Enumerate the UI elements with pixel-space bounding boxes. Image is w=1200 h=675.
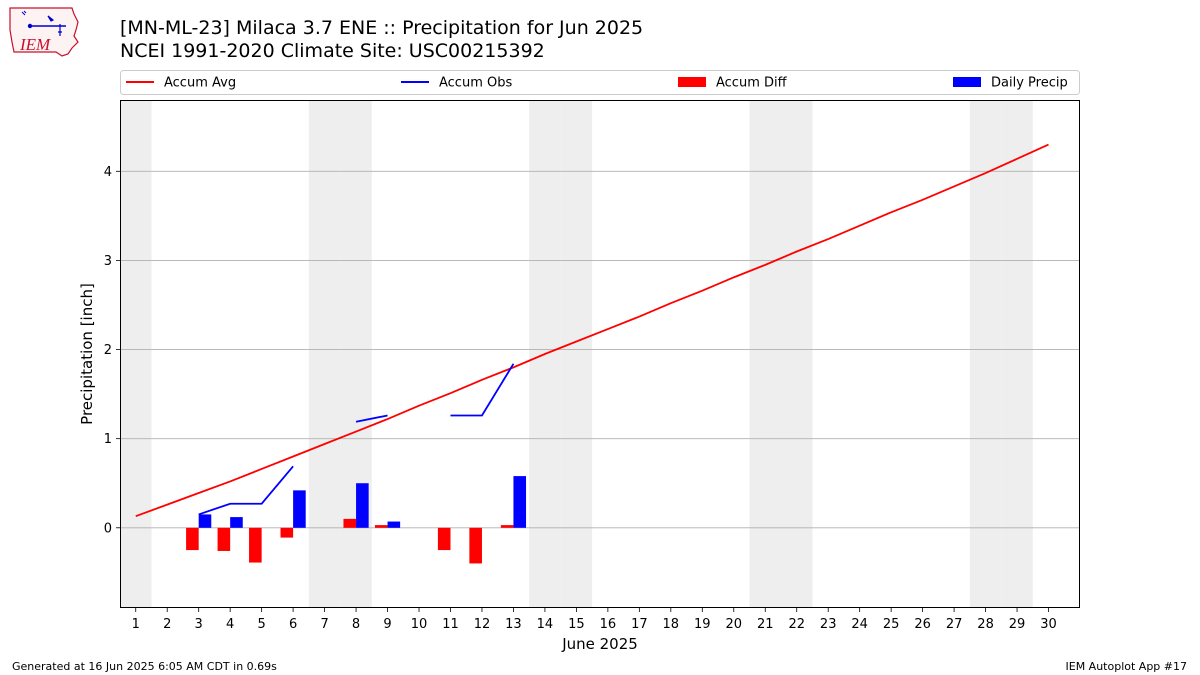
app-footer: IEM Autoplot App #17 xyxy=(1065,660,1188,673)
x-tick-label: 26 xyxy=(914,617,931,632)
x-tick-label: 19 xyxy=(694,617,711,632)
x-tick-label: 24 xyxy=(851,617,868,632)
x-tick-label: 8 xyxy=(352,617,360,632)
x-tick-label: 25 xyxy=(883,617,900,632)
legend-swatch-bar xyxy=(953,77,981,87)
accum-obs-line xyxy=(355,414,388,423)
x-tick-label: 7 xyxy=(320,617,328,632)
y-tick-label: 2 xyxy=(104,343,112,358)
y-tick-label: 1 xyxy=(104,432,112,447)
x-tick-label: 16 xyxy=(600,617,617,632)
x-tick-label: 18 xyxy=(663,617,680,632)
legend-box xyxy=(120,70,1080,95)
x-tick-label: 4 xyxy=(226,617,234,632)
daily-precip-bar xyxy=(198,514,212,528)
accum-diff-bar xyxy=(280,527,294,538)
x-tick-label: 15 xyxy=(568,617,585,632)
daily-precip-bar xyxy=(230,517,243,528)
x-tick-label: 3 xyxy=(195,617,203,632)
weekend-shade xyxy=(120,100,152,608)
weekend-shade xyxy=(780,100,813,608)
x-tick-label: 29 xyxy=(1009,617,1026,632)
weekend-shade xyxy=(308,100,341,608)
weekend-shade xyxy=(749,100,781,608)
accum-diff-bar xyxy=(217,527,231,551)
x-tick-label: 17 xyxy=(631,617,648,632)
x-tick-label: 23 xyxy=(820,617,837,632)
x-tick-label: 21 xyxy=(757,617,774,632)
weekend-shade xyxy=(969,100,1002,608)
legend-label: Accum Obs xyxy=(439,76,512,91)
x-axis-label: June 2025 xyxy=(561,635,638,653)
plot-frame xyxy=(120,100,1080,608)
accum-diff-bar xyxy=(437,527,451,551)
generated-footer: Generated at 16 Jun 2025 6:05 AM CDT in … xyxy=(12,660,277,673)
accum-diff-bar xyxy=(374,525,388,528)
y-tick-label: 4 xyxy=(104,165,112,180)
accum-diff-bar xyxy=(469,527,482,564)
x-tick-label: 13 xyxy=(505,617,522,632)
weekend-shade xyxy=(340,100,372,608)
x-tick-label: 1 xyxy=(132,617,140,632)
x-tick-label: 6 xyxy=(289,617,297,632)
daily-precip-bar xyxy=(293,490,306,528)
chart-subtitle: NCEI 1991-2020 Climate Site: USC00215392 xyxy=(120,40,545,62)
legend-swatch-bar xyxy=(678,77,706,87)
x-tick-label: 11 xyxy=(442,617,459,632)
iem-logo-text: IEM xyxy=(19,35,51,54)
legend-label: Accum Diff xyxy=(716,76,788,91)
x-tick-label: 9 xyxy=(383,617,391,632)
chart-title: [MN-ML-23] Milaca 3.7 ENE :: Precipitati… xyxy=(120,17,644,39)
x-tick-label: 27 xyxy=(946,617,963,632)
y-tick-label: 0 xyxy=(104,521,112,536)
y-axis-label: Precipitation [inch] xyxy=(78,283,96,425)
x-tick-label: 22 xyxy=(788,617,805,632)
accum-diff-bar xyxy=(500,525,514,528)
iem-logo: IEM xyxy=(8,6,80,62)
x-tick-label: 30 xyxy=(1040,617,1057,632)
x-tick-label: 2 xyxy=(163,617,171,632)
x-tick-label: 20 xyxy=(725,617,742,632)
daily-precip-bar xyxy=(513,476,527,528)
weekend-shade xyxy=(1001,100,1033,608)
y-tick-label: 3 xyxy=(104,254,112,269)
x-tick-label: 14 xyxy=(537,617,554,632)
x-tick-label: 28 xyxy=(977,617,994,632)
accum-avg-line xyxy=(135,143,1049,518)
weekend-shade xyxy=(560,100,593,608)
legend-label: Daily Precip xyxy=(991,76,1068,91)
daily-precip-bar xyxy=(356,483,369,528)
accum-diff-bar xyxy=(343,518,357,528)
daily-precip-bar xyxy=(387,521,401,528)
accum-obs-line xyxy=(450,363,515,417)
x-tick-label: 10 xyxy=(411,617,428,632)
accum-diff-bar xyxy=(186,527,199,551)
x-tick-label: 5 xyxy=(257,617,265,632)
accum-diff-bar xyxy=(249,527,262,563)
legend-label: Accum Avg xyxy=(164,76,236,91)
accum-obs-line xyxy=(198,465,294,516)
x-tick-label: 12 xyxy=(474,617,491,632)
